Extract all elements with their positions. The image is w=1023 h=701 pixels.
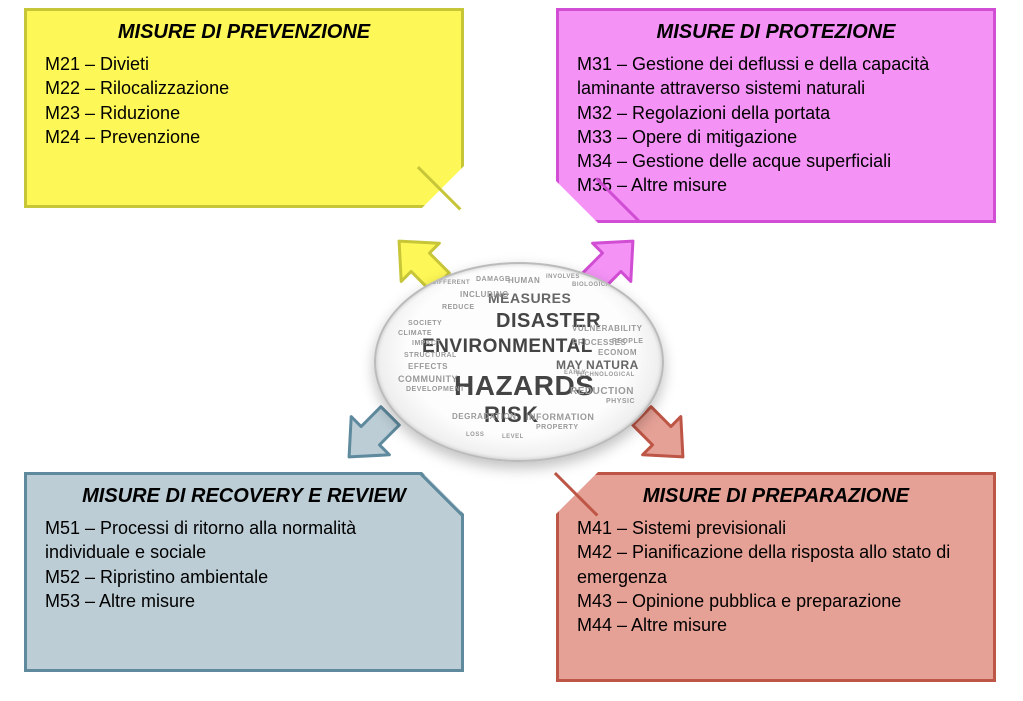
box-recovery-title: MISURE DI RECOVERY E REVIEW — [45, 485, 443, 508]
corner-cut — [422, 472, 464, 514]
list-item: M22 – Rilocalizzazione — [45, 76, 443, 100]
box-recovery-list: M51 – Processi di ritorno alla normalità… — [45, 516, 443, 613]
wordcloud-word: PHYSIC — [606, 398, 635, 405]
corner-cut — [556, 472, 598, 514]
wordcloud-word: INFORMATION — [526, 412, 594, 422]
wordcloud-word: DIFFERENT — [432, 280, 470, 286]
list-item: M41 – Sistemi previsionali — [577, 516, 975, 540]
box-preparazione-title: MISURE DI PREPARAZIONE — [577, 485, 975, 508]
wordcloud-word: CLIMATE — [398, 330, 432, 337]
wordcloud-word: DEVELOPMENT — [406, 386, 465, 393]
list-item: M34 – Gestione delle acque superficiali — [577, 149, 975, 173]
wordcloud-word: NATURA — [586, 358, 639, 372]
corner-cut — [556, 181, 598, 223]
box-preparazione: MISURE DI PREPARAZIONE M41 – Sistemi pre… — [556, 472, 996, 682]
list-item: M42 – Pianificazione della risposta allo… — [577, 540, 975, 589]
wordcloud-word: REDUCE — [442, 304, 475, 311]
list-item: M43 – Opinione pubblica e preparazione — [577, 589, 975, 613]
box-protezione-list: M31 – Gestione dei deflussi e della capa… — [577, 52, 975, 198]
box-prevenzione: MISURE DI PREVENZIONE M21 – Divieti M22 … — [24, 8, 464, 208]
wordcloud-word: EFFECTS — [408, 362, 448, 371]
wordcloud-word: PROPERTY — [536, 424, 579, 431]
wordcloud-word: DEGRADATION — [452, 412, 516, 421]
box-preparazione-list: M41 – Sistemi previsionali M42 – Pianifi… — [577, 516, 975, 637]
wordcloud-word: LEVEL — [502, 434, 524, 440]
list-item: M53 – Altre misure — [45, 589, 443, 613]
list-item: M44 – Altre misure — [577, 613, 975, 637]
wordcloud-word: ECONOM — [598, 348, 637, 357]
list-item: M52 – Ripristino ambientale — [45, 565, 443, 589]
list-item: M33 – Opere di mitigazione — [577, 125, 975, 149]
list-item: M35 – Altre misure — [577, 173, 975, 197]
list-item: M32 – Regolazioni della portata — [577, 101, 975, 125]
wordcloud-oval: HAZARDSDISASTERENVIRONMENTALRISKMEASURES… — [374, 262, 664, 462]
wordcloud-word: INCLUDING — [460, 290, 509, 299]
list-item: M23 – Riduzione — [45, 101, 443, 125]
wordcloud-word: INVOLVES — [546, 274, 580, 280]
box-prevenzione-title: MISURE DI PREVENZIONE — [45, 21, 443, 44]
list-item: M21 – Divieti — [45, 52, 443, 76]
wordcloud-word: LOSS — [466, 432, 484, 438]
wordcloud-word: EARLY — [564, 370, 586, 376]
wordcloud-canvas: HAZARDSDISASTERENVIRONMENTALRISKMEASURES… — [374, 262, 664, 462]
wordcloud-word: DAMAGE — [476, 276, 510, 283]
wordcloud-word: BIOLOGICAL — [572, 282, 615, 288]
wordcloud-word: IMPACT — [412, 340, 441, 347]
box-protezione-title: MISURE DI PROTEZIONE — [577, 21, 975, 44]
wordcloud-word: SOCIETY — [408, 320, 442, 327]
wordcloud-word: VULNERABILITY — [572, 324, 643, 333]
list-item: M31 – Gestione dei deflussi e della capa… — [577, 52, 975, 101]
wordcloud-word: STRUCTURAL — [404, 352, 457, 359]
wordcloud-word: PEOPLE — [612, 338, 643, 345]
box-protezione: MISURE DI PROTEZIONE M31 – Gestione dei … — [556, 8, 996, 223]
corner-cut — [422, 166, 464, 208]
box-prevenzione-list: M21 – Divieti M22 – Rilocalizzazione M23… — [45, 52, 443, 149]
list-item: M51 – Processi di ritorno alla normalità… — [45, 516, 443, 565]
wordcloud-word: HUMAN — [508, 276, 540, 285]
list-item: M24 – Prevenzione — [45, 125, 443, 149]
wordcloud-word: REDUCTION — [570, 386, 634, 397]
box-recovery: MISURE DI RECOVERY E REVIEW M51 – Proces… — [24, 472, 464, 672]
wordcloud-word: COMMUNITY — [398, 374, 458, 384]
